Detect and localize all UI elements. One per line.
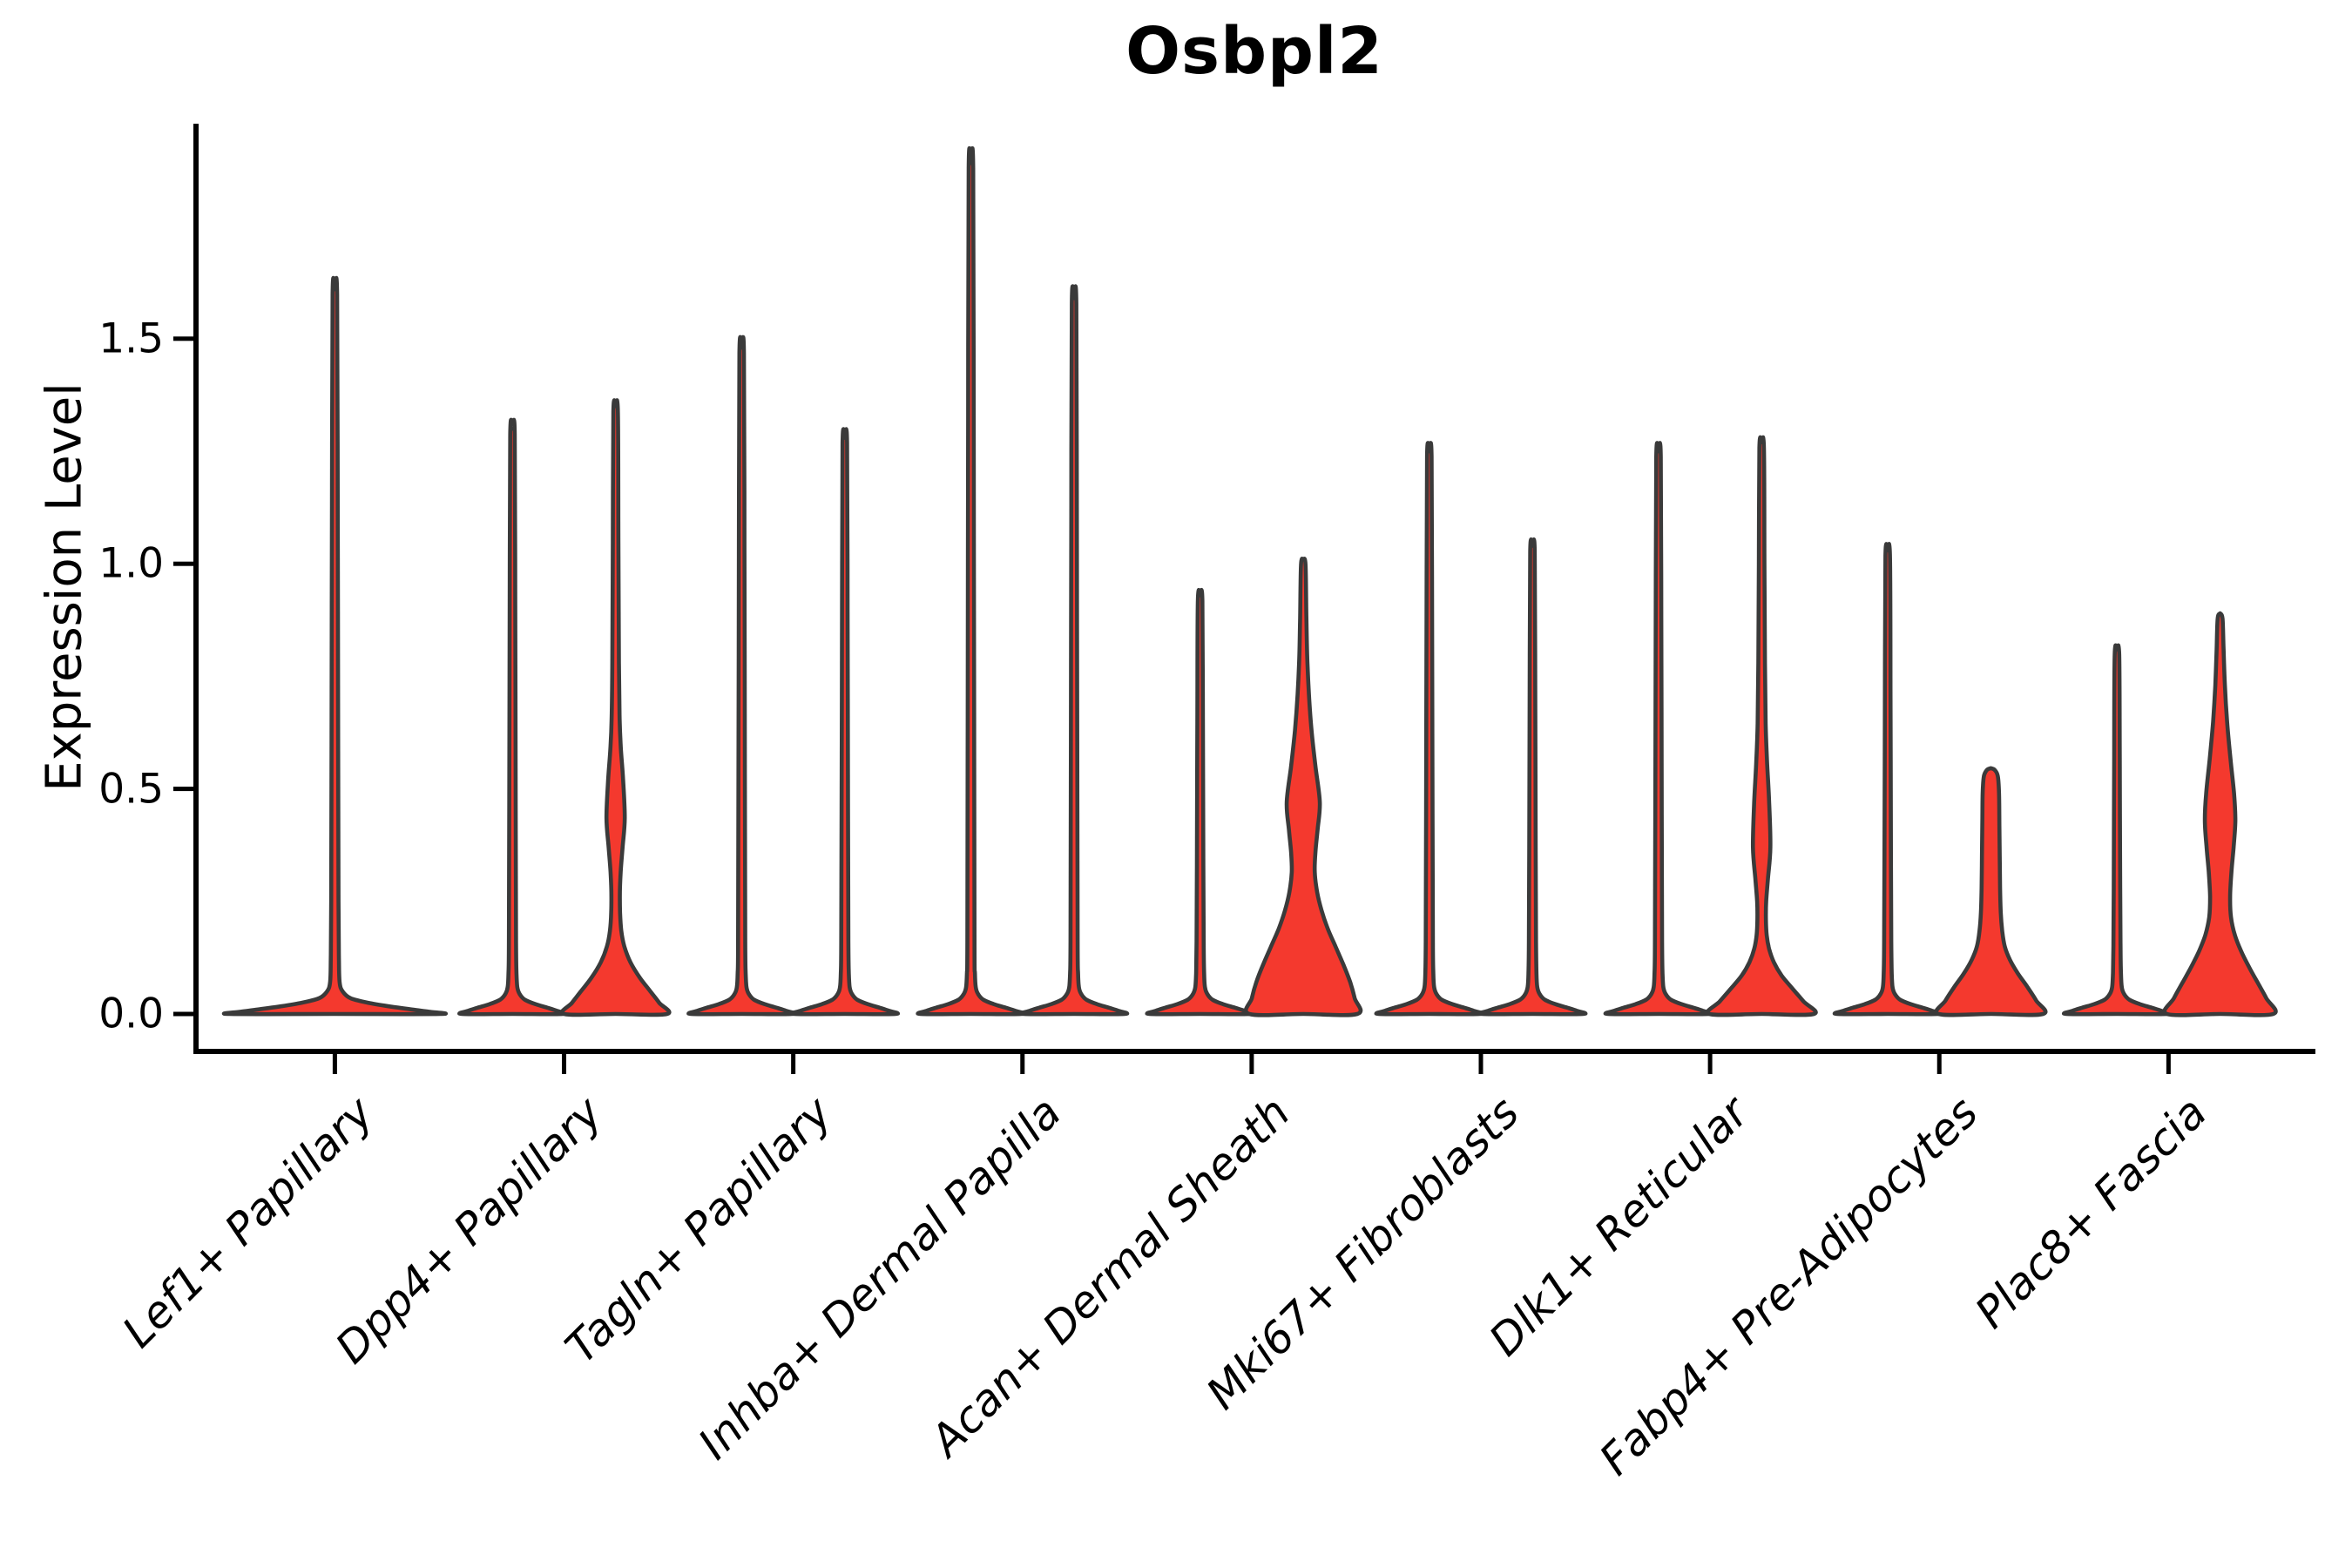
violin-dlk1-reticular-right xyxy=(1705,435,1818,1017)
violin-tagln-papillary-left xyxy=(686,335,797,1017)
violin-dpp4-papillary-right xyxy=(559,398,672,1017)
x-axis-spine xyxy=(193,1049,2315,1054)
y-tick-1 xyxy=(173,787,193,792)
violin-plac8-fascia-right xyxy=(2162,611,2278,1017)
y-tick-0 xyxy=(173,1011,193,1017)
violin-inhba-dermal-papilla-left xyxy=(916,146,1026,1017)
y-tick-label-0.5: 0.5 xyxy=(98,765,164,814)
y-tick-3 xyxy=(173,336,193,341)
violin-mki67-fibroblasts-left xyxy=(1374,441,1485,1017)
y-tick-label-0: 0.0 xyxy=(98,990,164,1038)
chart-title: Osbpl2 xyxy=(1125,14,1383,89)
x-tick-3 xyxy=(1020,1054,1025,1074)
x-tick-1 xyxy=(562,1054,567,1074)
x-tick-6 xyxy=(1707,1054,1713,1074)
x-tick-7 xyxy=(1936,1054,1942,1074)
y-axis-label: Expression Level xyxy=(36,382,93,792)
y-tick-label-1.5: 1.5 xyxy=(98,314,164,363)
violin-plac8-fascia-left xyxy=(2061,643,2173,1017)
violin-acan-dermal-sheath-left xyxy=(1145,588,1255,1017)
violin-acan-dermal-sheath-right xyxy=(1243,557,1363,1017)
violin-mki67-fibroblasts-right xyxy=(1477,537,1588,1017)
violin-lef1-papillary xyxy=(221,275,449,1017)
violin-fabp4-pre-adipocytes-right xyxy=(1934,766,2048,1017)
violin-dpp4-papillary-left xyxy=(457,417,568,1017)
x-tick-2 xyxy=(791,1054,796,1074)
x-tick-5 xyxy=(1478,1054,1484,1074)
y-axis-spine xyxy=(193,124,199,1051)
violin-fabp4-pre-adipocytes-left xyxy=(1832,542,1943,1017)
x-tick-8 xyxy=(2166,1054,2171,1074)
x-tick-0 xyxy=(332,1054,337,1074)
x-tick-4 xyxy=(1249,1054,1254,1074)
y-tick-2 xyxy=(173,561,193,566)
y-tick-label-1.0: 1.0 xyxy=(98,539,164,588)
violin-tagln-papillary-right xyxy=(789,427,901,1017)
violin-dlk1-reticular-left xyxy=(1603,441,1714,1017)
violin-inhba-dermal-papilla-right xyxy=(1018,284,1130,1017)
